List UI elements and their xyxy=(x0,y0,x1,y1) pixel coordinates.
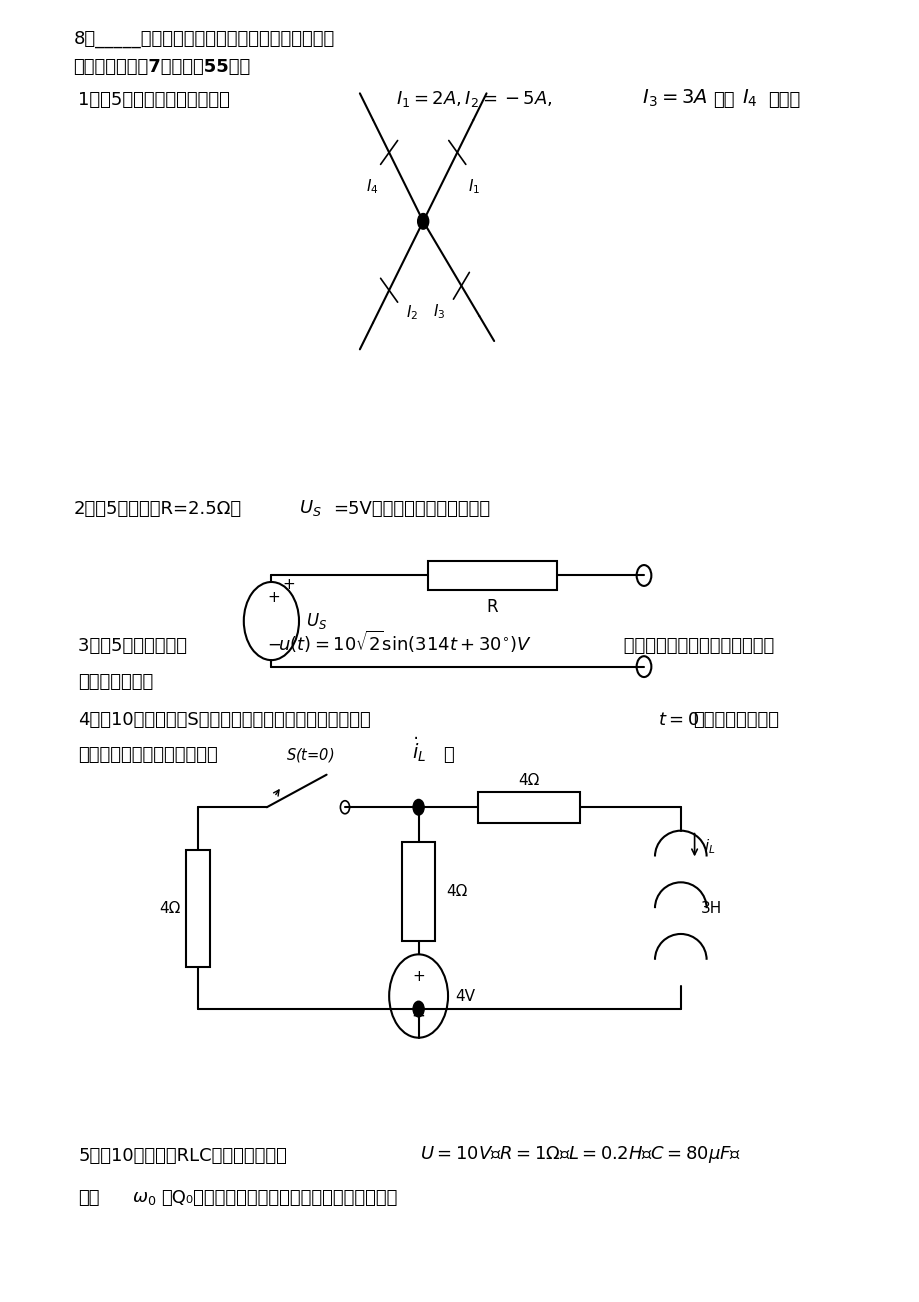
Text: $\omega_0$: $\omega_0$ xyxy=(131,1189,155,1207)
Text: $I_4$: $I_4$ xyxy=(741,89,756,109)
Circle shape xyxy=(413,799,424,815)
Text: +: + xyxy=(412,969,425,984)
Text: 8、_____反馈可以改善放大器的性能。（正、负）: 8、_____反馈可以改善放大器的性能。（正、负） xyxy=(74,30,335,48)
Bar xyxy=(427,561,556,590)
Text: $I_1$: $I_1$ xyxy=(468,177,480,197)
Text: −: − xyxy=(267,635,281,654)
Text: 多大？: 多大？ xyxy=(767,91,800,109)
Text: 4V: 4V xyxy=(455,988,475,1004)
Text: $\dot{i}_L$: $\dot{i}_L$ xyxy=(412,736,426,764)
Text: 四、计算题（共7题，满分55分）: 四、计算题（共7题，满分55分） xyxy=(74,57,251,76)
Text: $\ \ I_3=3A$: $\ \ I_3=3A$ xyxy=(630,89,708,109)
Text: 试求: 试求 xyxy=(78,1189,99,1207)
Text: 4Ω: 4Ω xyxy=(446,884,467,900)
Text: $U=10V$，$R=1\Omega$，$L=0.2H$，$C=80\mu F$，: $U=10V$，$R=1\Omega$，$L=0.2H$，$C=80\mu F$… xyxy=(420,1144,741,1165)
Circle shape xyxy=(413,1001,424,1017)
Text: 2、（5分）已知R=2.5Ω，: 2、（5分）已知R=2.5Ω， xyxy=(74,500,242,518)
Text: $U_S$: $U_S$ xyxy=(306,611,327,631)
Text: 三要素法求开关闭合后的电流: 三要素法求开关闭合后的电流 xyxy=(78,746,218,764)
Text: +: + xyxy=(267,590,280,605)
Text: 5、（10分）已知RLC串联电路中，设: 5、（10分）已知RLC串联电路中，设 xyxy=(78,1147,287,1165)
Text: 1、（5分）如图所示电路中，: 1、（5分）如图所示电路中， xyxy=(78,91,230,109)
Text: ，则: ，则 xyxy=(712,91,733,109)
Text: $U_S$: $U_S$ xyxy=(299,499,322,518)
Text: 的振幅、有效值、频率、周期、: 的振幅、有效值、频率、周期、 xyxy=(618,637,774,655)
Text: $t=0$: $t=0$ xyxy=(657,711,698,729)
Circle shape xyxy=(417,214,428,229)
Text: −: − xyxy=(411,1006,425,1025)
Text: 4Ω: 4Ω xyxy=(517,772,539,788)
Text: 4、（10分）在开关S闭合前，如图所示电路已处于稳态，: 4、（10分）在开关S闭合前，如图所示电路已处于稳态， xyxy=(78,711,370,729)
Text: $I_2$: $I_2$ xyxy=(406,303,418,322)
Text: $u(t)=10\sqrt{2}\sin(314t+30^{\circ})V$: $u(t)=10\sqrt{2}\sin(314t+30^{\circ})V$ xyxy=(278,629,531,655)
Text: =5V，求其等效电流源模型。: =5V，求其等效电流源模型。 xyxy=(333,500,490,518)
Text: $I_3$: $I_3$ xyxy=(433,302,445,322)
Text: +: + xyxy=(282,577,295,592)
Bar xyxy=(186,849,210,966)
Text: $I_4$: $I_4$ xyxy=(365,177,378,197)
Bar xyxy=(402,842,435,941)
Text: 时开关闭合。试用: 时开关闭合。试用 xyxy=(692,711,777,729)
Text: ，Q₀，以及谐振时电容和电感上的电压有效值。: ，Q₀，以及谐振时电容和电感上的电压有效值。 xyxy=(161,1189,397,1207)
Text: 3H: 3H xyxy=(700,901,721,915)
Text: 3、（5分）正弦电压: 3、（5分）正弦电压 xyxy=(78,637,199,655)
Text: R: R xyxy=(486,598,497,616)
Text: 初相位为何值？: 初相位为何值？ xyxy=(78,673,153,691)
Text: $i_L$: $i_L$ xyxy=(703,837,715,855)
Text: S($t$=0): S($t$=0) xyxy=(286,746,335,764)
Bar xyxy=(478,792,579,823)
Text: 。: 。 xyxy=(443,746,454,764)
Text: $I_1=2A, I_2=-5A,$: $I_1=2A, I_2=-5A,$ xyxy=(395,90,551,109)
Text: 4Ω: 4Ω xyxy=(159,901,181,915)
